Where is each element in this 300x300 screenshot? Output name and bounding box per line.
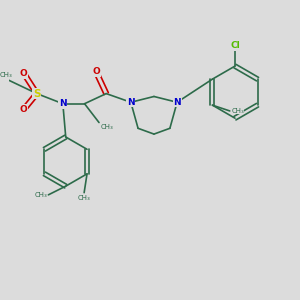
Text: N: N bbox=[127, 98, 135, 107]
Text: CH₃: CH₃ bbox=[0, 72, 13, 78]
Text: CH₃: CH₃ bbox=[78, 195, 91, 201]
Text: CH₃: CH₃ bbox=[34, 192, 47, 198]
Text: CH₃: CH₃ bbox=[100, 124, 113, 130]
Text: O: O bbox=[20, 69, 28, 78]
Text: S: S bbox=[33, 88, 40, 99]
Text: N: N bbox=[173, 98, 181, 107]
Text: CH₃: CH₃ bbox=[231, 108, 244, 114]
Text: Cl: Cl bbox=[230, 41, 240, 50]
Text: O: O bbox=[92, 68, 100, 76]
Text: N: N bbox=[59, 99, 67, 108]
Text: O: O bbox=[20, 105, 28, 114]
